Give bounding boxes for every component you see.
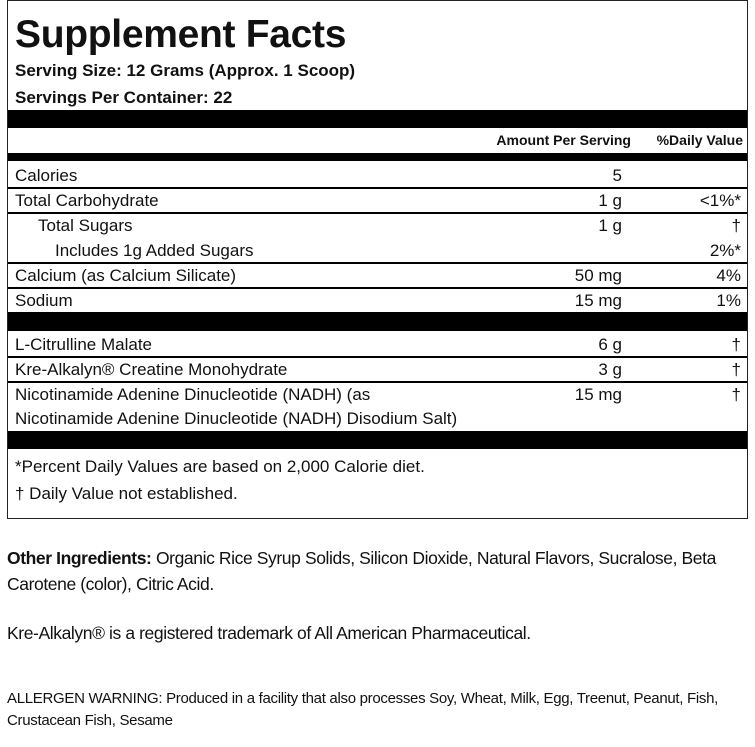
nutrient-row: Total Sugars 1 g †: [8, 213, 747, 238]
daily-value: †: [731, 385, 741, 404]
nutrient-name: Includes 1g Added Sugars: [55, 241, 254, 260]
divider: [8, 110, 747, 128]
nutrient-row: Calories 5: [8, 163, 747, 188]
nutrient-row: Includes 1g Added Sugars 2%*: [8, 238, 747, 263]
footnote: *Percent Daily Values are based on 2,000…: [15, 457, 425, 476]
amount: 1 g: [598, 216, 622, 235]
ingredient-name: Nicotinamide Adenine Dinucleotide (NADH)…: [15, 409, 458, 428]
servings-per-container: Servings Per Container: 22: [15, 88, 233, 107]
nutrient-row: Sodium 15 mg 1%: [8, 288, 747, 313]
column-header: Amount Per Serving: [496, 132, 631, 148]
daily-value: 4%: [716, 266, 741, 285]
divider: [8, 153, 747, 161]
daily-value: †: [731, 216, 741, 235]
other-ingredients-label: Other Ingredients:: [7, 548, 152, 568]
row-line: [8, 262, 747, 264]
ingredient-name: Nicotinamide Adenine Dinucleotide (NADH)…: [15, 385, 371, 404]
amount: 1 g: [598, 191, 622, 210]
other-ingredients: Other Ingredients: Organic Rice Syrup So…: [7, 545, 752, 597]
row-line: [8, 287, 747, 289]
ingredient-row: L-Citrulline Malate 6 g †: [8, 332, 747, 357]
trademark: Kre-Alkalyn® is a registered trademark o…: [7, 623, 531, 643]
other-ingredients-text: Organic Rice Syrup Solids, Silicon Dioxi…: [7, 548, 716, 594]
footnote: † Daily Value not established.: [15, 484, 238, 503]
serving-size: Serving Size: 12 Grams (Approx. 1 Scoop): [15, 61, 356, 80]
title: Supplement Facts: [15, 13, 347, 56]
row-line: [8, 212, 747, 214]
daily-value: 1%: [716, 291, 741, 310]
amount: 50 mg: [574, 266, 622, 285]
divider: [8, 431, 747, 449]
amount: 15 mg: [574, 291, 622, 310]
daily-value: 2%*: [709, 241, 741, 260]
row-line: [8, 356, 747, 358]
ingredient-row: Kre-Alkalyn® Creatine Monohydrate 3 g †: [8, 357, 747, 382]
column-header: %Daily Value: [656, 132, 743, 148]
nutrient-row: Calcium (as Calcium Silicate) 50 mg 4%: [8, 263, 747, 288]
daily-value: †: [731, 335, 741, 354]
allergen-warning: ALLERGEN WARNING: Produced in a facility…: [7, 690, 719, 729]
amount: 3 g: [598, 360, 622, 379]
nutrient-name: Total Sugars: [38, 216, 133, 235]
daily-value: <1%*: [699, 191, 741, 210]
nutrient-name: Calories: [15, 166, 78, 185]
daily-value: †: [731, 360, 741, 379]
amount: 6 g: [598, 335, 622, 354]
row-line: [8, 187, 747, 189]
facts-panel: Supplement Facts Serving Size: 12 Grams …: [7, 0, 748, 519]
ingredient-row: Nicotinamide Adenine Dinucleotide (NADH)…: [8, 382, 747, 432]
row-line: [8, 381, 747, 383]
nutrient-name: Total Carbohydrate: [15, 191, 159, 210]
ingredient-name: Kre-Alkalyn® Creatine Monohydrate: [15, 360, 288, 379]
amount: 5: [612, 166, 622, 185]
amount: 15 mg: [574, 385, 622, 404]
nutrient-name: Calcium (as Calcium Silicate): [15, 266, 237, 285]
divider: [8, 312, 747, 331]
nutrient-row: Total Carbohydrate 1 g <1%*: [8, 188, 747, 213]
nutrient-name: Sodium: [15, 291, 73, 310]
ingredient-name: L-Citrulline Malate: [15, 335, 152, 354]
